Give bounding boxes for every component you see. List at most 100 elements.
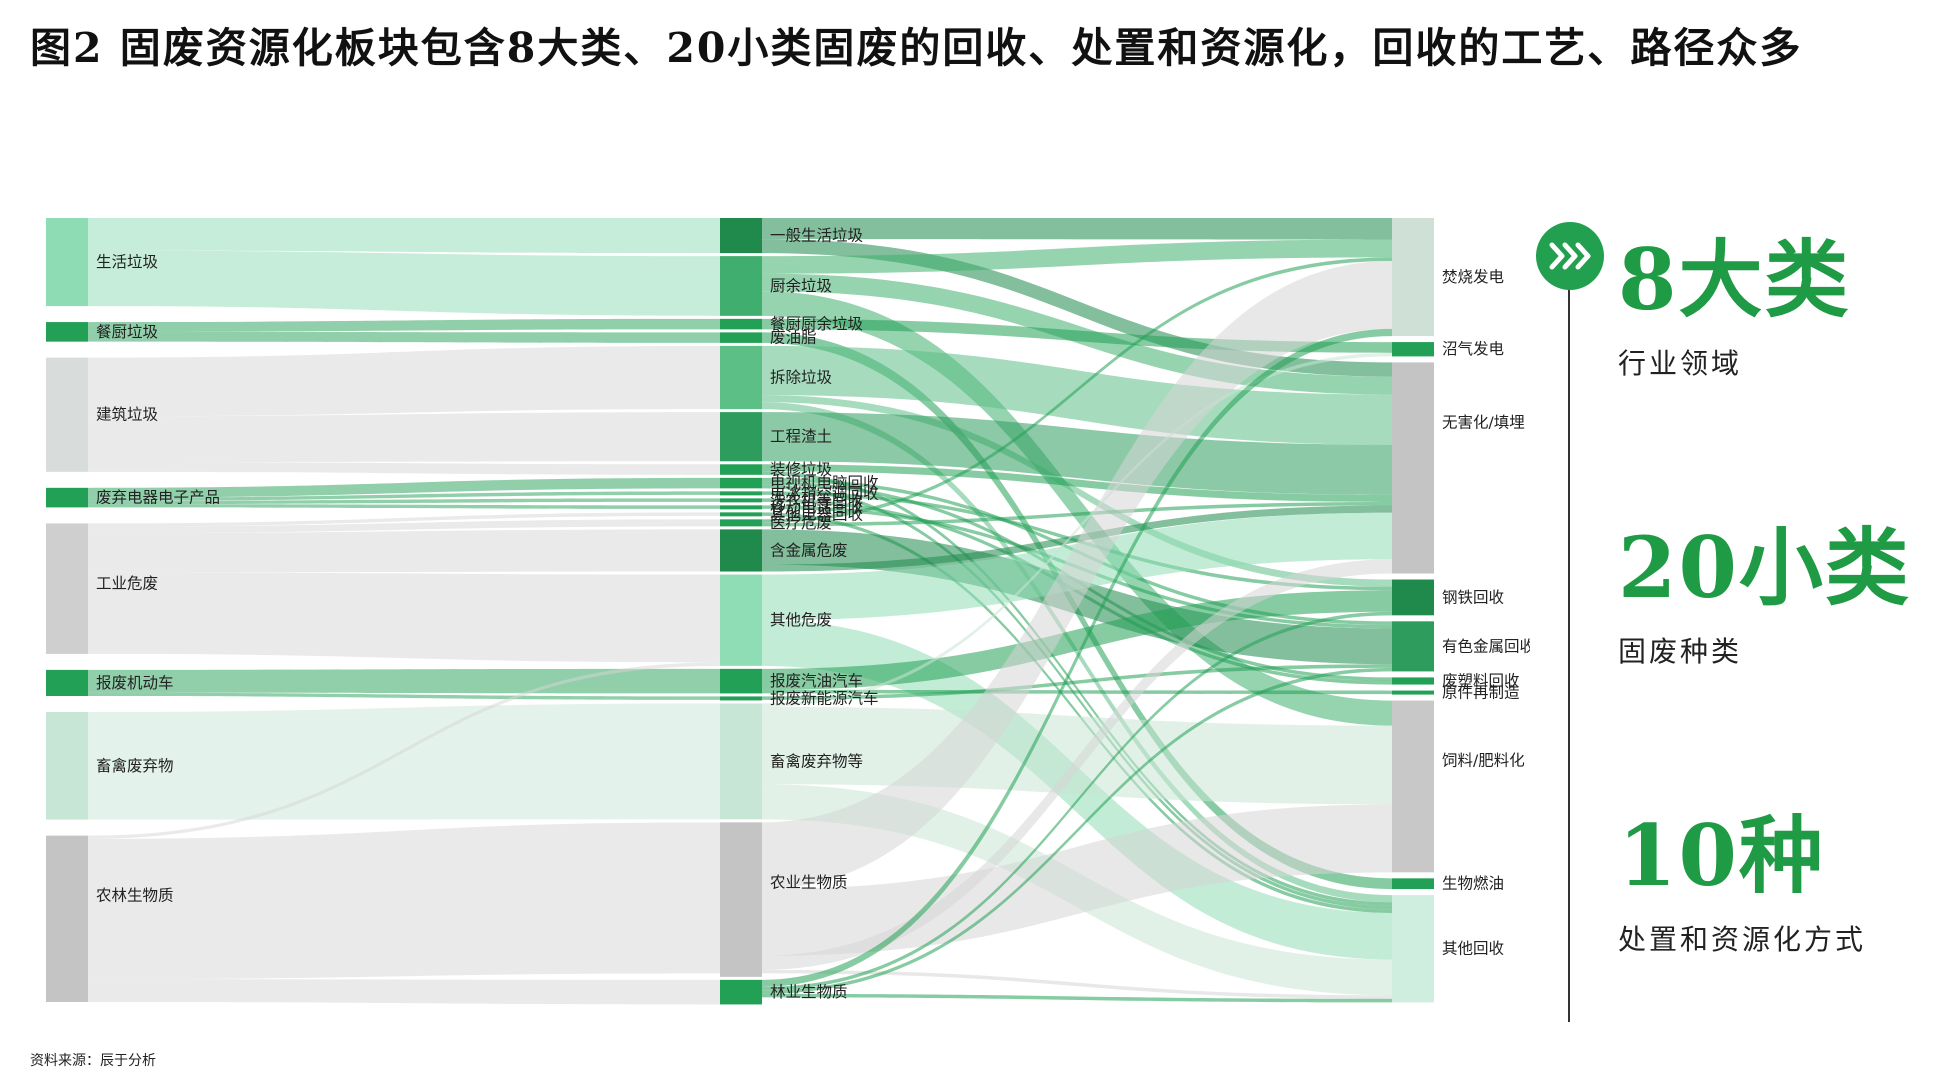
sankey-node: [1392, 218, 1434, 337]
sankey-node-label: 餐厨厨余垃圾: [770, 314, 863, 333]
sankey-node-label: 其他回收: [1442, 940, 1504, 958]
stat-value: 8大类: [1618, 230, 1851, 329]
page-title: 图2 固废资源化板块包含8大类、20小类固废的回收、处置和资源化，回收的工艺、路…: [30, 24, 1803, 72]
flow-link: [88, 668, 720, 694]
flow-link: [88, 331, 720, 343]
flow-link: [762, 559, 1392, 970]
flow-link: [762, 328, 1392, 987]
flow-link: [88, 498, 720, 505]
flow-link: [88, 512, 720, 527]
sankey-node-label: 其他电器回收: [770, 505, 863, 523]
sankey-node-label: 建筑垃圾: [96, 406, 158, 424]
sankey-node-label: 农业生物质: [770, 873, 848, 891]
sankey-node-label: 报废汽油汽车: [770, 672, 863, 690]
sankey-node: [720, 345, 762, 410]
sankey-node: [720, 512, 762, 517]
sankey-nodes: [46, 218, 1434, 1005]
flow-link: [88, 250, 720, 316]
flow-link: [88, 477, 720, 498]
flow-link: [88, 692, 720, 700]
sankey-node: [46, 357, 88, 472]
flow-link: [88, 412, 720, 463]
sankey-node-label: 生活垃圾: [96, 253, 158, 271]
sankey-node-label: 沼气发电: [1442, 340, 1504, 358]
sankey-node: [720, 703, 762, 820]
flow-link: [88, 529, 720, 573]
sankey-node: [1392, 878, 1434, 890]
flow-link: [762, 664, 1392, 700]
flow-link: [762, 291, 1392, 726]
flow-link: [88, 703, 720, 820]
sankey-node: [720, 574, 762, 666]
sankey-node: [46, 322, 88, 342]
flow-link: [762, 505, 1392, 572]
flow-link: [88, 345, 720, 417]
sankey-node: [720, 822, 762, 977]
sankey-node: [46, 711, 88, 820]
flow-link: [88, 218, 720, 254]
sankey-node: [720, 505, 762, 510]
stat-label: 行业领域: [1618, 347, 1743, 380]
flow-link: [762, 501, 1392, 527]
sankey-node-label: 畜禽废弃物等: [770, 752, 863, 770]
sankey-node-label: 畜禽废弃物: [96, 757, 174, 775]
sankey-node: [720, 218, 762, 254]
sankey-node: [720, 491, 762, 496]
sankey-node: [1392, 690, 1434, 695]
flow-link: [762, 993, 1392, 1003]
stat-value: 20小类: [1618, 518, 1911, 617]
flow-link: [762, 471, 1392, 906]
sankey-node: [1392, 579, 1434, 616]
flow-link: [762, 611, 1392, 991]
flow-link: [762, 239, 1392, 377]
flow-link: [762, 484, 1392, 910]
flow-link: [762, 464, 1392, 502]
sankey-node: [1392, 895, 1434, 1003]
sankey-node-label: 报废新能源汽车: [770, 689, 879, 707]
sankey-node-label: 原件再制造: [1442, 684, 1520, 702]
flow-link: [88, 979, 720, 1005]
flow-link: [762, 260, 1392, 890]
divider-line: [1568, 278, 1570, 1022]
flow-link: [762, 412, 1392, 495]
flow-link: [88, 519, 720, 534]
source-note: 资料来源：辰于分析: [30, 1053, 156, 1069]
sankey-node-label: 林业生物质: [770, 983, 848, 1001]
sankey-node: [720, 979, 762, 1005]
sankey-node-label: 餐厨垃圾: [96, 323, 158, 341]
sankey-node: [720, 668, 762, 694]
sankey-node-label: 电视机电脑回收: [770, 474, 879, 492]
flow-link: [762, 512, 1392, 913]
flow-link: [88, 318, 720, 332]
sankey-node-label: 洗衣机等回收: [770, 491, 863, 509]
sankey-node: [1392, 621, 1434, 672]
flow-link: [88, 504, 720, 509]
flow-link: [762, 239, 1392, 274]
chevron-right-icon: [1536, 222, 1604, 290]
sankey-node: [720, 696, 762, 701]
sankey-node-label: 有色金属回收: [1442, 637, 1530, 655]
sankey-node-label: 其他危废: [770, 611, 832, 629]
sankey-node-label: 工程渣土: [770, 428, 832, 446]
sankey-links: [88, 218, 1392, 1005]
flow-link: [762, 218, 1392, 240]
sankey-node: [1392, 362, 1434, 574]
sankey-node-label: 报废机动车: [96, 674, 174, 692]
sankey-node-label: 饲料/肥料化: [1442, 752, 1525, 770]
sankey-node-label: 废塑料回收: [1442, 672, 1520, 690]
flow-link: [762, 352, 1392, 707]
sankey-node: [720, 318, 762, 330]
sankey-node: [1392, 700, 1434, 873]
sankey-node: [46, 218, 88, 307]
sankey-node-label: 厨余垃圾: [770, 276, 832, 295]
sankey-node-label: 含金属危废: [770, 541, 848, 559]
stat-categories: 8大类 行业领域: [1618, 232, 1850, 382]
flow-link: [88, 572, 720, 663]
sankey-node: [46, 669, 88, 696]
flow-link: [88, 462, 720, 475]
sankey-node: [46, 835, 88, 1002]
sankey-node: [720, 332, 762, 343]
sankey-node-label: 生物燃油: [1442, 875, 1504, 893]
